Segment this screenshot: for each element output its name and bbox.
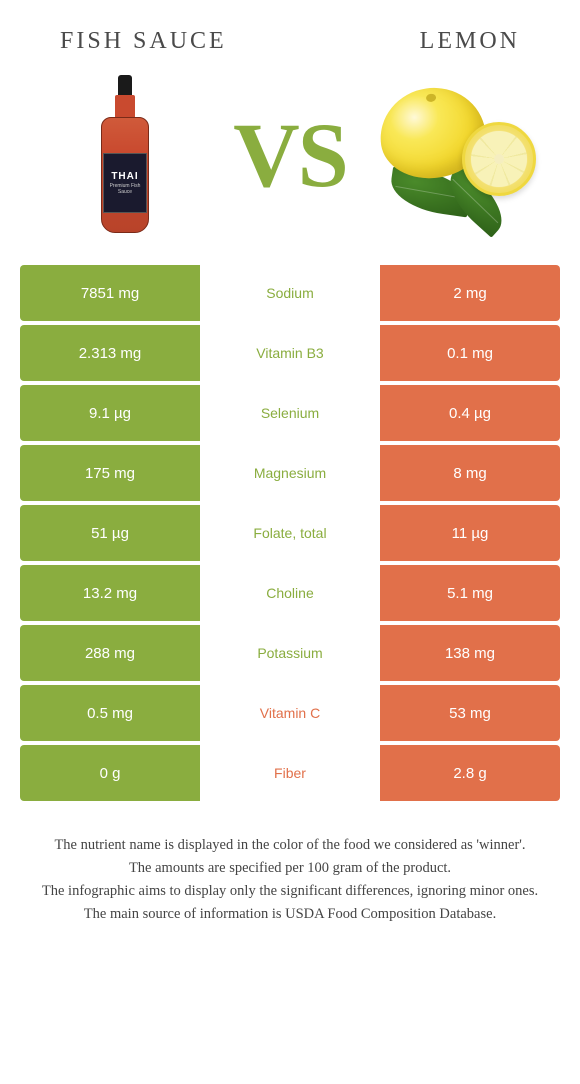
nutrient-row: 0.5 mgVitamin C53 mg (20, 685, 560, 741)
nutrient-right-value: 0.4 µg (380, 385, 560, 441)
left-food-title: Fish sauce (60, 28, 227, 55)
vs-text: VS (233, 102, 347, 208)
nutrient-name: Potassium (200, 625, 380, 681)
nutrient-row: 175 mgMagnesium8 mg (20, 445, 560, 501)
footer-line-2: The amounts are specified per 100 gram o… (20, 858, 560, 879)
nutrient-right-value: 53 mg (380, 685, 560, 741)
right-food-title: Lemon (420, 28, 520, 55)
nutrient-left-value: 51 µg (20, 505, 200, 561)
nutrient-row: 51 µgFolate, total11 µg (20, 505, 560, 561)
nutrient-left-value: 0 g (20, 745, 200, 801)
bottle-brand-text: THAI (111, 171, 138, 182)
nutrient-right-value: 138 mg (380, 625, 560, 681)
nutrient-left-value: 0.5 mg (20, 685, 200, 741)
nutrient-row: 0 gFiber2.8 g (20, 745, 560, 801)
nutrient-name: Sodium (200, 265, 380, 321)
nutrient-left-value: 13.2 mg (20, 565, 200, 621)
nutrient-row: 13.2 mgCholine5.1 mg (20, 565, 560, 621)
nutrient-right-value: 0.1 mg (380, 325, 560, 381)
nutrient-left-value: 7851 mg (20, 265, 200, 321)
bottle-icon: THAI Premium Fish Sauce (100, 75, 150, 235)
header: Fish sauce Lemon (0, 0, 580, 65)
nutrient-row: 7851 mgSodium2 mg (20, 265, 560, 321)
nutrient-left-value: 288 mg (20, 625, 200, 681)
nutrient-name: Vitamin B3 (200, 325, 380, 381)
bottle-sub-text: Premium Fish Sauce (104, 184, 146, 195)
nutrient-name: Choline (200, 565, 380, 621)
footer-line-3: The infographic aims to display only the… (20, 881, 560, 902)
nutrient-row: 9.1 µgSelenium0.4 µg (20, 385, 560, 441)
nutrient-right-value: 11 µg (380, 505, 560, 561)
nutrient-left-value: 175 mg (20, 445, 200, 501)
nutrient-right-value: 2 mg (380, 265, 560, 321)
footer-notes: The nutrient name is displayed in the co… (0, 805, 580, 925)
lemon-icon (380, 80, 530, 230)
nutrient-name: Vitamin C (200, 685, 380, 741)
footer-line-1: The nutrient name is displayed in the co… (20, 835, 560, 856)
nutrient-right-value: 8 mg (380, 445, 560, 501)
nutrient-left-value: 2.313 mg (20, 325, 200, 381)
nutrient-name: Selenium (200, 385, 380, 441)
fish-sauce-image: THAI Premium Fish Sauce (50, 70, 200, 240)
nutrient-right-value: 5.1 mg (380, 565, 560, 621)
footer-line-4: The main source of information is USDA F… (20, 904, 560, 925)
nutrient-name: Magnesium (200, 445, 380, 501)
lemon-image (380, 70, 530, 240)
nutrient-name: Folate, total (200, 505, 380, 561)
nutrient-left-value: 9.1 µg (20, 385, 200, 441)
nutrient-name: Fiber (200, 745, 380, 801)
nutrient-right-value: 2.8 g (380, 745, 560, 801)
nutrient-row: 2.313 mgVitamin B30.1 mg (20, 325, 560, 381)
nutrient-table: 7851 mgSodium2 mg2.313 mgVitamin B30.1 m… (0, 265, 580, 801)
hero-row: THAI Premium Fish Sauce VS (0, 65, 580, 265)
nutrient-row: 288 mgPotassium138 mg (20, 625, 560, 681)
